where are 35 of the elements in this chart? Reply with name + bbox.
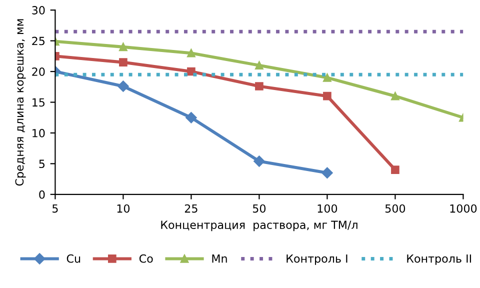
x-tick-label: 25 [184, 204, 198, 213]
y-tick-label: 10 [32, 128, 45, 138]
legend-label: Mn [212, 254, 227, 263]
legend-label: Контроль II [407, 254, 472, 265]
legend-label: Контроль I [286, 254, 348, 265]
x-tick-label: 100 [318, 204, 338, 213]
point [118, 80, 129, 92]
y-tick-label: 30 [32, 6, 45, 14]
point [255, 61, 264, 70]
point [391, 92, 400, 100]
point [187, 48, 196, 58]
point [187, 67, 196, 76]
point [255, 82, 264, 90]
point [391, 166, 400, 174]
y-tick-label: 20 [32, 67, 45, 76]
point [186, 112, 197, 124]
x-axis-title: Концентрация раствора, мг ТМ/л [161, 220, 358, 232]
point [322, 167, 333, 178]
legend-label: Co [139, 254, 153, 263]
point [323, 73, 332, 82]
x-tick-label: 10 [117, 204, 130, 213]
y-tick-label: 25 [32, 36, 45, 46]
x-tick-label: 5 [52, 204, 58, 213]
point [119, 58, 128, 66]
x-tick-label: 50 [252, 204, 266, 213]
point [254, 156, 265, 167]
point [119, 42, 128, 52]
point [323, 92, 332, 100]
y-tick-label: 0 [39, 190, 45, 199]
y-tick-label: 5 [39, 160, 45, 168]
legend-label: Cu [66, 254, 80, 263]
y-axis-title: Средняя длина корешка, мм [15, 19, 26, 186]
x-tick-label: 1000 [450, 204, 477, 213]
x-tick-label: 500 [385, 204, 406, 213]
y-tick-label: 15 [32, 98, 45, 107]
